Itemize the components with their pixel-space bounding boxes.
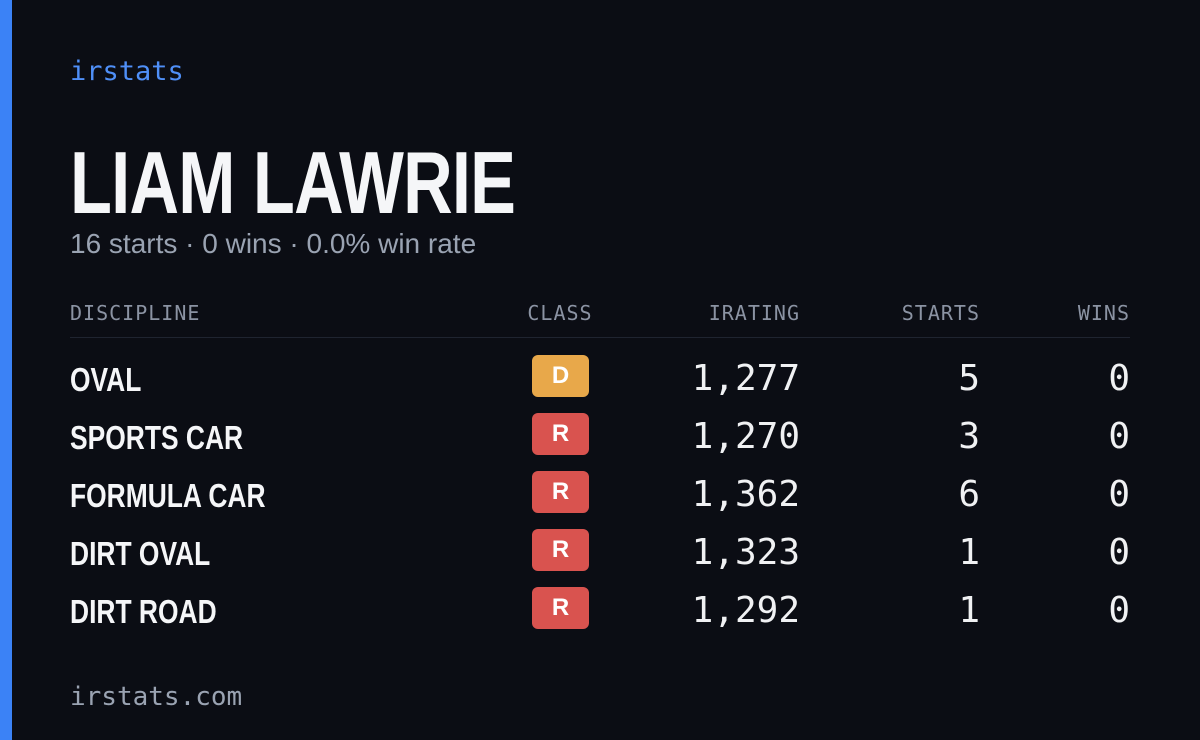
wins: 0 xyxy=(1108,474,1130,515)
column-header: WINS xyxy=(1077,301,1130,325)
discipline: FORMULA CAR xyxy=(70,477,266,514)
column-header: CLASS xyxy=(527,301,593,325)
class-badge: R xyxy=(532,587,589,629)
starts: 6 xyxy=(958,474,980,515)
discipline: DIRT OVAL xyxy=(70,535,211,572)
column-header: DISCIPLINE xyxy=(70,301,201,325)
wins: 0 xyxy=(1108,358,1130,399)
column-header: IRATING xyxy=(708,301,800,325)
class-badge: D xyxy=(532,355,589,397)
summary: 16 starts · 0 wins · 0.0% win rate xyxy=(70,228,477,259)
irating: 1,277 xyxy=(691,358,800,399)
starts: 5 xyxy=(958,358,980,399)
discipline: OVAL xyxy=(70,361,142,398)
irating: 1,362 xyxy=(691,474,800,515)
brand: irstats xyxy=(70,56,184,87)
class-badge: R xyxy=(532,529,589,571)
accent-bar xyxy=(0,0,12,740)
irating: 1,292 xyxy=(691,590,800,631)
wins: 0 xyxy=(1108,416,1130,457)
irating: 1,270 xyxy=(691,416,800,457)
irating: 1,323 xyxy=(691,532,800,573)
wins: 0 xyxy=(1108,590,1130,631)
starts: 1 xyxy=(958,532,980,573)
class-badge: R xyxy=(532,413,589,455)
discipline: SPORTS CAR xyxy=(70,419,244,456)
starts: 3 xyxy=(958,416,980,457)
header-rule xyxy=(70,337,1130,338)
column-header: STARTS xyxy=(901,301,980,325)
wins: 0 xyxy=(1108,532,1130,573)
starts: 1 xyxy=(958,590,980,631)
discipline: DIRT ROAD xyxy=(70,593,217,630)
driver-name: LIAM LAWRIE xyxy=(70,133,516,232)
class-badge: R xyxy=(532,471,589,513)
footer: irstats.com xyxy=(70,682,243,712)
